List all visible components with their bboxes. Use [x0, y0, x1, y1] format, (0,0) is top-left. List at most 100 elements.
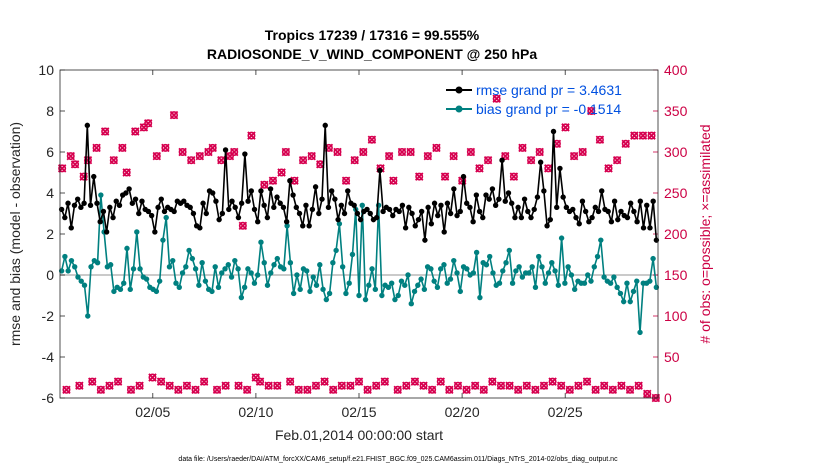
bias-point — [617, 290, 624, 297]
rmse-point — [351, 202, 357, 208]
bias-point — [500, 268, 506, 274]
obs-assimilated-point — [513, 385, 523, 395]
rmse-point — [528, 214, 534, 221]
rmse-point — [489, 186, 496, 192]
bias-point — [398, 278, 405, 284]
obs-assimilated-point — [346, 381, 355, 390]
obs-possible-point — [363, 385, 372, 394]
obs-assimilated-point — [311, 381, 321, 390]
obs-possible-point — [561, 123, 570, 132]
obs-possible-point — [200, 377, 209, 386]
obs-possible-point — [436, 377, 445, 386]
rmse-point — [396, 208, 402, 215]
bias-point — [336, 221, 343, 227]
rmse-point — [222, 147, 229, 153]
bias-point — [372, 286, 379, 293]
rmse-point — [631, 208, 637, 215]
obs-assimilated-point — [234, 381, 243, 390]
rmse-point — [611, 198, 618, 204]
bias-point — [72, 264, 78, 270]
data-file-footer: data file: /Users/raeder/DAI/ATM_forcXX/… — [178, 456, 618, 463]
obs-assimilated-point — [432, 143, 441, 153]
rmse-point — [438, 202, 444, 208]
bias-point — [176, 284, 182, 290]
rmse-point — [97, 219, 103, 225]
bias-point — [581, 280, 588, 286]
rmse-point — [103, 229, 110, 235]
rmse-point — [296, 210, 303, 217]
rmse-point — [644, 202, 650, 208]
rmse-point — [322, 122, 328, 129]
bias-point — [160, 237, 166, 243]
obs-assimilated-point — [354, 377, 364, 386]
bias-point — [444, 280, 450, 286]
obs-assimilated-point — [371, 381, 381, 390]
obs-possible-point — [462, 385, 471, 394]
rmse-point — [325, 204, 332, 211]
bias-point — [238, 294, 245, 301]
obs-assimilated-point — [393, 385, 402, 395]
obs-possible-point — [75, 381, 84, 390]
obs-possible-point — [385, 152, 394, 161]
obs-possible-point — [475, 164, 484, 173]
obs-assimilated-point — [62, 385, 71, 395]
obs-assimilated-point — [294, 385, 304, 395]
bias-point — [173, 280, 179, 286]
obs-possible-point — [531, 385, 540, 394]
y-left-tick-label: 2 — [46, 226, 54, 242]
y-right-tick-label: 350 — [664, 103, 688, 119]
bias-point — [624, 280, 630, 286]
y-right-tick-label: 250 — [664, 185, 688, 201]
obs-assimilated-point — [264, 381, 273, 390]
rmse-point — [377, 167, 383, 174]
bias-point — [379, 292, 385, 299]
obs-assimilated-point — [341, 176, 351, 185]
rmse-point — [123, 190, 129, 196]
rmse-point — [136, 210, 142, 217]
rmse-point — [161, 208, 168, 215]
rmse-point — [235, 214, 242, 221]
bias-point — [98, 192, 104, 198]
bias-point — [591, 264, 597, 270]
rmse-point — [65, 200, 71, 206]
bias-point — [418, 276, 424, 282]
bias-point — [571, 286, 578, 293]
rmse-point — [364, 206, 370, 213]
obs-assimilated-point — [414, 172, 424, 181]
y-left-tick-label: -2 — [42, 308, 55, 324]
rmse-point — [84, 122, 91, 129]
obs-assimilated-point — [359, 147, 368, 157]
obs-assimilated-point — [608, 385, 618, 395]
rmse-point — [595, 208, 602, 215]
rmse-point — [290, 192, 296, 198]
obs-possible-point — [393, 385, 402, 394]
rmse-point — [557, 165, 563, 172]
bias-point — [431, 278, 437, 284]
bias-point — [183, 264, 189, 270]
bias-point — [415, 282, 421, 288]
rmse-point — [470, 219, 476, 225]
rmse-point — [615, 216, 621, 223]
rmse-point — [357, 216, 364, 223]
rmse-point — [312, 184, 319, 190]
obs-assimilated-point — [75, 381, 84, 390]
rmse-point — [71, 202, 78, 208]
obs-possible-point — [501, 152, 510, 161]
bias-point — [434, 284, 441, 290]
rmse-point — [386, 206, 393, 213]
obs-assimilated-point — [165, 381, 174, 390]
rmse-point — [402, 225, 409, 231]
rmse-point — [245, 198, 251, 204]
rmse-point — [113, 198, 119, 204]
bias-point — [611, 274, 617, 280]
rmse-point — [100, 208, 107, 215]
rmse-point — [480, 214, 486, 221]
rmse-point — [62, 214, 68, 221]
rmse-point — [444, 200, 451, 206]
y-right-tick-label: 50 — [664, 349, 680, 365]
bias-point — [588, 278, 594, 284]
bias-point — [310, 274, 316, 280]
rmse-point — [107, 204, 113, 211]
obs-assimilated-point — [410, 377, 420, 386]
bias-point — [124, 245, 130, 252]
